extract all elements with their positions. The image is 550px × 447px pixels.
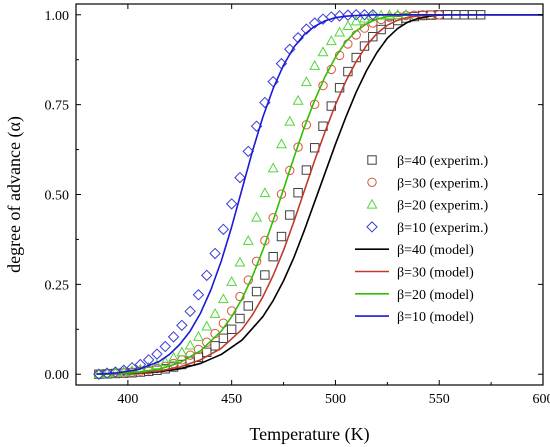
data-point [159, 340, 171, 353]
x-tick-label: 400 [117, 392, 138, 407]
data-point [309, 59, 321, 70]
data-point [159, 356, 171, 367]
legend-label: β=40 (experim.) [397, 154, 489, 169]
series-3 [93, 8, 412, 379]
data-point [192, 289, 205, 301]
y-tick-label: 0.75 [45, 99, 70, 114]
legend-label: β=10 (experim.) [397, 221, 489, 236]
legend-marker-swatch [366, 221, 378, 233]
data-point [285, 165, 295, 176]
x-axis-label: Temperature (K) [249, 424, 369, 445]
data-point [243, 301, 253, 311]
data-point [259, 187, 271, 198]
data-point [209, 247, 221, 260]
data-point [242, 145, 255, 158]
data-point [226, 275, 238, 286]
data-point [284, 115, 296, 126]
data-point [209, 307, 221, 318]
data-point [300, 23, 313, 35]
series-7 [96, 13, 543, 376]
data-point [226, 324, 237, 334]
y-tick-label: 0.00 [45, 368, 70, 383]
data-point [234, 171, 246, 184]
data-point [184, 339, 196, 350]
legend-label: β=30 (experim.) [397, 176, 489, 191]
data-point [268, 251, 278, 262]
data-point [184, 305, 196, 318]
data-point [308, 17, 321, 29]
data-point [260, 270, 270, 280]
data-point [300, 76, 312, 87]
data-point [151, 348, 163, 360]
data-point [350, 15, 362, 26]
data-point [251, 286, 262, 297]
data-point [376, 24, 386, 35]
data-point [210, 341, 220, 351]
data-point [176, 319, 188, 332]
series-8 [96, 13, 543, 376]
data-point [251, 211, 263, 222]
legend-label: β=20 (model) [397, 288, 474, 303]
x-tick-label: 500 [325, 392, 346, 407]
data-point [325, 35, 337, 46]
data-point [359, 41, 370, 51]
axis-ticks-group: 400 450 500 550 600 0.00 0.25 0.50 0.75 1.00 [45, 4, 550, 407]
data-point [176, 346, 188, 357]
series-line [96, 13, 543, 376]
data-point [293, 142, 303, 152]
data-point [342, 20, 354, 30]
y-tick-label: 1.00 [45, 9, 70, 24]
series-4 [93, 9, 379, 380]
series-6 [96, 13, 543, 376]
data-point [267, 162, 279, 173]
y-tick-label: 0.25 [45, 278, 70, 293]
data-point [217, 223, 230, 236]
data-point [293, 188, 303, 198]
data-point [342, 9, 354, 21]
data-point [225, 198, 238, 210]
data-point [350, 9, 362, 21]
data-point [317, 46, 329, 57]
data-point [292, 94, 304, 105]
data-point [168, 351, 180, 362]
data-point [192, 330, 204, 341]
data-point [333, 10, 346, 22]
data-point [235, 313, 245, 324]
series-line [96, 13, 543, 376]
legend-marker-swatch [367, 155, 377, 165]
legend: β=40 (experim.) β=30 (experim.) β=20 (expe… [355, 154, 489, 325]
data-point [218, 333, 229, 343]
series-line [96, 13, 543, 376]
x-tick-label: 600 [533, 392, 550, 407]
data-point [276, 189, 287, 199]
y-tick-label: 0.50 [45, 189, 70, 204]
data-point [276, 138, 287, 149]
x-tick-label: 450 [221, 392, 242, 407]
legend-marker-swatch [366, 198, 378, 209]
data-point [285, 210, 295, 220]
x-tick-label: 550 [429, 392, 450, 407]
data-point [367, 9, 379, 21]
data-point [167, 331, 180, 343]
y-axis-label: degree of advance (α) [4, 116, 25, 273]
data-point [201, 269, 213, 282]
data-point [217, 293, 229, 304]
data-point [242, 234, 254, 245]
legend-label: β=40 (model) [397, 243, 474, 258]
data-point [368, 32, 378, 42]
data-point [117, 364, 130, 377]
data-point [201, 320, 213, 331]
legend-marker-swatch [367, 177, 377, 188]
legend-label: β=30 (model) [397, 266, 474, 281]
legend-label: β=20 (experim.) [397, 199, 489, 214]
data-point [202, 337, 212, 347]
data-point [276, 231, 287, 242]
data-point [334, 26, 346, 37]
legend-label: β=10 (model) [397, 310, 474, 325]
data-point [234, 256, 246, 267]
data-point [358, 9, 371, 21]
plot-series-group [93, 8, 543, 380]
